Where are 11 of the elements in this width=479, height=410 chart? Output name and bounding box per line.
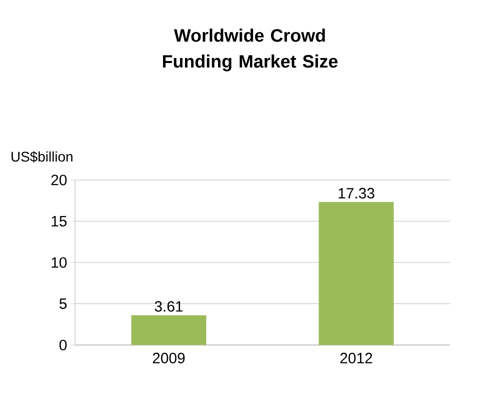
x-tick-label: 2012 bbox=[340, 352, 372, 364]
x-tick-label: 2009 bbox=[152, 352, 185, 364]
y-tick-label: 0 bbox=[59, 340, 67, 350]
data-label: 3.61 bbox=[154, 301, 183, 312]
y-tick-label: 20 bbox=[51, 174, 67, 186]
data-label: 17.33 bbox=[338, 188, 374, 198]
y-tick-label: 15 bbox=[52, 216, 67, 226]
y-tick-label: 5 bbox=[60, 298, 67, 309]
y-axis-title: US$billion bbox=[12, 151, 72, 162]
chart-title: Worldwide Crowd Funding Market Size bbox=[163, 28, 338, 72]
y-tick-label: 10 bbox=[52, 257, 67, 268]
